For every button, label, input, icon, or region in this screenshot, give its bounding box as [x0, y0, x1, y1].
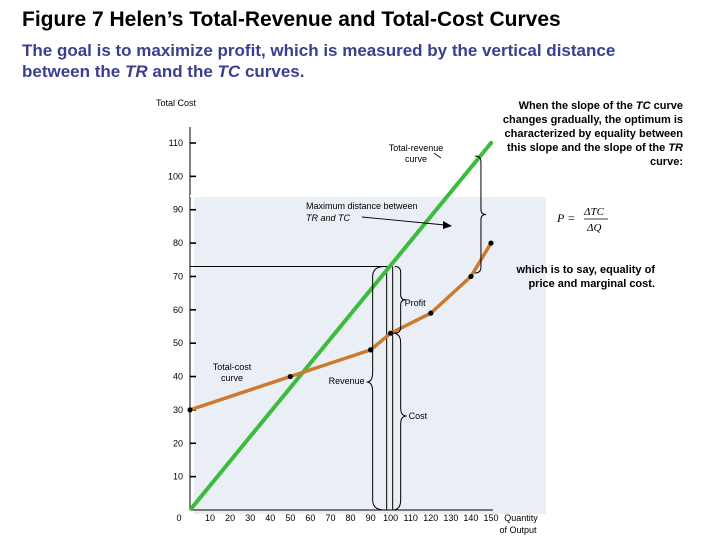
total-cost-point: [368, 347, 374, 353]
revenue-label: Revenue: [329, 376, 365, 386]
x-tick-label: 70: [325, 513, 335, 523]
max-distance-label: Maximum distance between: [306, 201, 418, 211]
figure-subtitle: The goal is to maximize profit, which is…: [22, 40, 682, 82]
y-tick-label: 100: [168, 171, 183, 181]
total-revenue-label: curve: [405, 154, 427, 164]
total-cost-point: [287, 373, 293, 380]
x-tick-label: 140: [463, 513, 478, 523]
annotations: Total-revenuecurveTotal-costcurveMaximum…: [213, 143, 486, 511]
max-distance-arrowhead: [443, 221, 452, 229]
subtitle-tc: TC: [217, 62, 241, 81]
x-axis-title: of Output: [499, 525, 537, 535]
series-layer: [187, 140, 494, 512]
slope-note-part: curve:: [649, 156, 683, 168]
total-revenue-pointer: [433, 152, 442, 159]
slope-note-part: curve changes gradually, the optimum is …: [502, 100, 683, 154]
y-tick-label: 40: [173, 372, 183, 382]
subtitle-part: curves.: [240, 62, 305, 81]
figure-title: Figure 7 Helen’s Total-Revenue and Total…: [22, 8, 561, 31]
slope-note-tr: TR: [668, 142, 683, 154]
y-tick-label: 80: [173, 238, 183, 248]
axes: 10 20 30 40 50 60 70 80 90 100 110 0 10 20 30 40 50 60 70 8…: [156, 98, 538, 535]
x-tick-label: 110: [404, 513, 418, 523]
y-tick-label: 90: [173, 205, 183, 215]
x-tick-label: 150: [483, 513, 498, 523]
x-tick-label: 100: [383, 513, 398, 523]
y-tick-label: 70: [173, 271, 183, 281]
x-tick-label: 20: [225, 513, 235, 523]
slope-note-tc: TC: [635, 100, 651, 112]
x-tick-label: 80: [346, 513, 356, 523]
x-tick-label: 40: [265, 513, 275, 523]
y-tick-label: 30: [173, 405, 183, 415]
x-tick-label: 10: [205, 513, 215, 523]
x-tick-label: 90: [366, 513, 376, 523]
subtitle-part: and the: [147, 62, 218, 81]
y-tick-label: 10: [173, 472, 183, 482]
x-tick-label: 30: [245, 513, 255, 523]
guide-lines: [190, 195, 546, 510]
x-tick-label: 50: [285, 513, 295, 523]
cost-label: Cost: [409, 411, 428, 421]
y-axis-title: Total Cost: [156, 98, 197, 108]
x-tick-label: 120: [423, 513, 438, 523]
x-tick-label: 130: [443, 513, 458, 523]
total-cost-label: curve: [221, 373, 243, 383]
x-tick-label: 0: [176, 513, 181, 523]
slope-note-part: When the slope of the: [518, 100, 636, 112]
total-revenue-line: [188, 141, 493, 512]
total-revenue-point: [488, 140, 494, 146]
x-axis-title: Quantity: [504, 513, 538, 523]
total-cost-point: [388, 330, 394, 336]
total-cost-point: [428, 310, 434, 316]
revenue-brace: [366, 265, 385, 511]
total-cost-label: Total-cost: [213, 362, 252, 372]
total-cost-point: [187, 407, 193, 413]
total-cost-point: [468, 273, 474, 280]
profit-label: Profit: [405, 298, 427, 308]
y-tick-label: 110: [169, 138, 183, 148]
max-distance-arrow-line: [361, 216, 446, 226]
total-cost-point: [488, 240, 494, 246]
total-revenue-label: Total-revenue: [389, 143, 444, 153]
y-tick-label: 50: [173, 338, 183, 348]
y-tick-label: 60: [173, 305, 183, 315]
subtitle-part: The goal is to maximize profit, which is…: [22, 41, 616, 81]
marginal-cost-note: which is to say, equality of price and m…: [516, 264, 655, 290]
max-distance-label: TR and TC: [306, 213, 351, 223]
x-tick-label: 60: [305, 513, 315, 523]
y-tick-label: 20: [173, 438, 183, 448]
subtitle-tr: TR: [124, 62, 148, 81]
slope-note: When the slope of the TC curve changes g…: [497, 99, 683, 169]
